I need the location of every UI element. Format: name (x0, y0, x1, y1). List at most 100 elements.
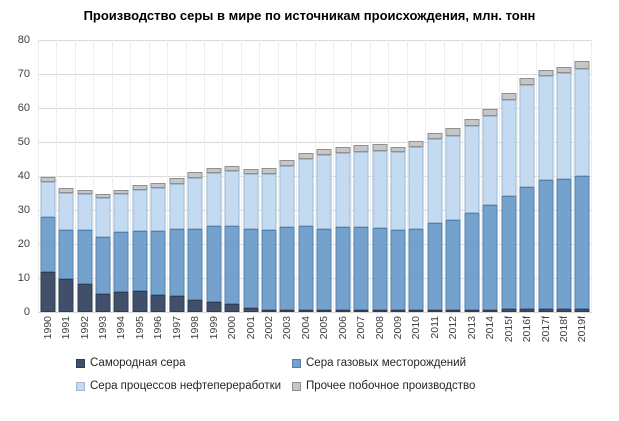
category-slot-1991: 1991 (57, 40, 76, 339)
y-gridline-0 (38, 312, 592, 313)
bar-segment (40, 182, 56, 218)
stacked-bar-2007 (353, 145, 369, 312)
category-slot-1993: 1993 (94, 40, 113, 339)
stacked-bar-1995 (132, 185, 148, 312)
bar-segment (95, 198, 111, 237)
x-tick-label-1992: 1992 (78, 316, 91, 340)
category-slot-2013: 2013 (463, 40, 482, 339)
stacked-bar-2002 (261, 167, 277, 312)
bar-segment (353, 227, 369, 310)
bar-segment (150, 187, 166, 232)
bar-segment (482, 310, 498, 312)
x-tick-label-1996: 1996 (152, 316, 165, 340)
category-slot-2019f: 2019f (574, 40, 593, 342)
x-tick-label-2016f: 2016f (521, 316, 534, 343)
bar-segment (501, 309, 517, 312)
bar-segment (501, 196, 517, 310)
bar-segment (169, 229, 185, 297)
plot-area: 1990 1991 1992 1993 1994 1995 1996 1997 1998 1999… (38, 40, 593, 342)
bar-segment (150, 231, 166, 296)
category-slot-1997: 1997 (168, 40, 187, 339)
y-tick-label-40: 40 (17, 170, 30, 182)
bar-segment (77, 283, 93, 312)
category-slot-2018f: 2018f (555, 40, 574, 342)
legend-swatch-icon (76, 358, 85, 368)
bar-segment (132, 231, 148, 292)
stacked-bar-2005 (316, 148, 332, 312)
bar-segment (40, 217, 56, 272)
category-slot-2009: 2009 (389, 40, 408, 339)
bar-segment (261, 309, 277, 312)
stacked-bar-2011 (427, 132, 443, 312)
x-tick-label-2000: 2000 (226, 316, 239, 340)
legend-label: Прочее побочное производство (306, 380, 476, 392)
bar-segment (298, 159, 314, 226)
bar-segment (519, 78, 535, 86)
bar-segment (298, 310, 314, 312)
category-slot-2008: 2008 (371, 40, 390, 339)
legend-item-3: Прочее побочное производство (292, 380, 475, 392)
bar-segment (187, 229, 203, 301)
stacked-bar-1997 (169, 178, 185, 312)
category-slot-2007: 2007 (352, 40, 371, 339)
legend: Самородная сера Сера газовых месторождени… (76, 357, 475, 392)
bar-segment (538, 69, 554, 77)
bar-segment (279, 310, 295, 312)
bar-segment (77, 189, 93, 195)
bar-segment (279, 160, 295, 166)
x-tick-label-2008: 2008 (373, 316, 386, 340)
bar-segment (206, 226, 222, 303)
bar-segment (464, 125, 480, 213)
stacked-bar-2003 (279, 160, 295, 312)
bar-segment (316, 309, 332, 312)
x-tick-label-1999: 1999 (207, 316, 220, 340)
legend-label: Самородная сера (90, 357, 186, 369)
stacked-bar-1999 (206, 167, 222, 312)
legend-label: Сера процессов нефтепереработки (90, 380, 282, 392)
bar-segment (40, 176, 56, 183)
bar-segment (390, 146, 406, 153)
bar-segment (113, 194, 129, 232)
y-tick-label-0: 0 (23, 306, 30, 318)
stacked-bar-1994 (113, 189, 129, 312)
x-tick-label-2007: 2007 (355, 316, 368, 340)
category-slot-2012: 2012 (445, 40, 464, 339)
bar-segment (279, 227, 295, 310)
bar-segment (445, 220, 461, 310)
bar-segment (243, 168, 259, 175)
bar-segment (58, 278, 74, 312)
bar-segment (243, 174, 259, 230)
bar-segment (538, 309, 554, 312)
bar-segment (77, 229, 93, 284)
bar-segment (482, 115, 498, 205)
category-slot-2014: 2014 (482, 40, 500, 339)
bar-segment (316, 228, 332, 310)
bar-segment (556, 309, 572, 312)
category-slot-2005: 2005 (316, 40, 334, 339)
bar-segment (372, 143, 388, 151)
bar-segment (243, 307, 259, 312)
bar-segment (464, 119, 480, 126)
category-slot-1994: 1994 (113, 40, 132, 339)
bar-segment (501, 92, 517, 100)
bar-segment (427, 310, 443, 312)
bar-segment (408, 141, 424, 147)
category-slot-1998: 1998 (187, 40, 205, 339)
legend-swatch-icon (292, 381, 301, 391)
bars-region: 1990 1991 1992 1993 1994 1995 1996 1997 1998 1999… (38, 40, 593, 342)
bar-segment (353, 151, 369, 228)
x-tick-label-1995: 1995 (133, 316, 146, 340)
stacked-bar-1993 (95, 193, 111, 312)
x-tick-label-2010: 2010 (410, 316, 423, 340)
x-tick-label-2009: 2009 (392, 316, 405, 340)
bar-segment (519, 309, 535, 312)
bar-segment (556, 73, 572, 180)
bar-segment (132, 190, 148, 232)
bar-segment (390, 310, 406, 312)
bar-segment (574, 176, 590, 310)
bar-segment (390, 152, 406, 231)
category-slot-2001: 2001 (242, 40, 261, 339)
stacked-bar-1998 (187, 171, 203, 312)
x-tick-label-1993: 1993 (97, 316, 110, 340)
bar-segment (224, 171, 240, 227)
